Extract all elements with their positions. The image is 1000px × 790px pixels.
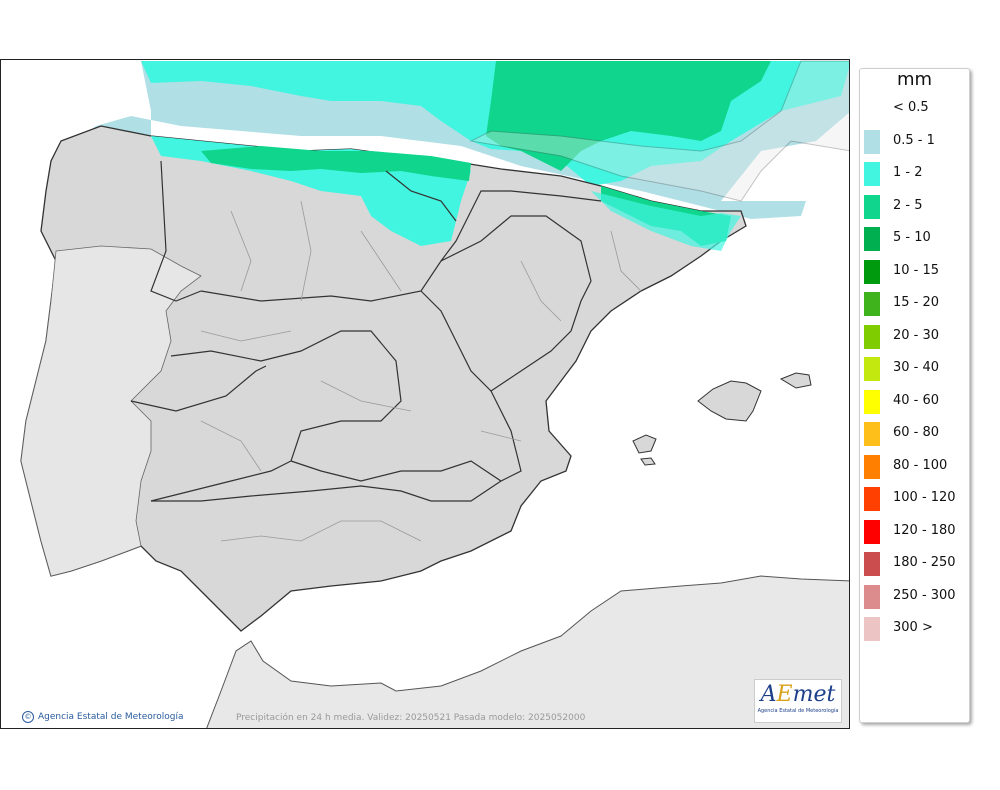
logo-subtitle: Agencia Estatal de Meteorología — [757, 708, 839, 714]
legend-label: 180 - 250 — [893, 555, 956, 570]
island-formentera — [640, 457, 656, 466]
legend-swatch — [864, 357, 880, 381]
legend-label: 0.5 - 1 — [893, 132, 935, 148]
legend-item: 2 - 5 — [864, 194, 964, 219]
legend-label: 40 - 60 — [893, 392, 940, 408]
legend-label: 5 - 10 — [893, 230, 931, 245]
legend-swatch — [864, 584, 880, 609]
legend-swatch — [864, 194, 880, 219]
africa-landmass — [206, 575, 849, 728]
legend-item: 80 - 100 — [864, 454, 964, 479]
map-caption: Precipitación en 24 h media. Validez: 20… — [236, 713, 586, 723]
legend-item: 10 - 15 — [864, 259, 964, 284]
legend-label: 250 - 300 — [893, 587, 956, 603]
copyright-notice: © Agencia Estatal de Meteorología — [22, 711, 184, 723]
legend-label: 1 - 2 — [893, 165, 923, 180]
legend-label: 100 - 120 — [893, 490, 956, 505]
legend-swatch — [864, 422, 880, 446]
legend-label: 30 - 40 — [893, 360, 940, 375]
legend-swatch — [864, 97, 880, 121]
legend-item: 250 - 300 — [864, 584, 964, 609]
precipitation-map — [0, 59, 850, 729]
legend-swatch — [864, 259, 880, 284]
legend-item: 100 - 120 — [864, 487, 964, 511]
legend-label: 20 - 30 — [893, 327, 940, 343]
legend-label: 60 - 80 — [893, 425, 940, 440]
legend-label: < 0.5 — [893, 100, 929, 115]
legend-swatch — [864, 617, 880, 641]
legend-item: 5 - 10 — [864, 227, 964, 251]
legend-swatch — [864, 324, 880, 349]
legend-label: 2 - 5 — [893, 197, 923, 213]
legend-item: 60 - 80 — [864, 422, 964, 446]
legend-item: 40 - 60 — [864, 389, 964, 414]
logo-word: AEmet — [760, 682, 836, 707]
legend-item: 180 - 250 — [864, 552, 964, 576]
legend-item: 0.5 - 1 — [864, 129, 964, 154]
legend-item: < 0.5 — [864, 97, 964, 121]
legend-item: 1 - 2 — [864, 162, 964, 186]
france-land — [469, 60, 849, 202]
precip-zone-sea-green — [486, 61, 771, 171]
legend-swatch — [864, 292, 880, 316]
portugal — [20, 245, 202, 577]
copyright-text: Agencia Estatal de Meteorología — [38, 712, 184, 722]
legend-label: 120 - 180 — [893, 522, 956, 538]
legend-swatch — [864, 487, 880, 511]
legend-swatch — [864, 519, 880, 544]
legend-swatch — [864, 389, 880, 414]
legend-swatch — [864, 162, 880, 186]
island-ibiza — [632, 434, 657, 454]
legend-swatch — [864, 227, 880, 251]
copyright-icon: © — [22, 711, 34, 723]
island-menorca — [779, 372, 812, 389]
legend-item: 15 - 20 — [864, 292, 964, 316]
aemet-logo: AEmet Agencia Estatal de Meteorología — [754, 679, 842, 723]
legend-title: mm — [896, 69, 933, 90]
legend-swatch — [864, 454, 880, 479]
legend-swatch — [864, 129, 880, 154]
legend-label: 300 > — [893, 620, 933, 635]
precip-zone-catalonia-light — [591, 191, 741, 251]
legend-label: 15 - 20 — [893, 295, 940, 310]
legend-label: 10 - 15 — [893, 262, 940, 278]
legend-item: 120 - 180 — [864, 519, 964, 544]
region-borders — [130, 160, 602, 502]
legend-item: 300 > — [864, 617, 964, 641]
precipitation-legend: mm < 0.5 0.5 - 1 1 - 2 2 - 5 5 - 10 10 - 15 15… — [859, 68, 970, 723]
province-borders — [200, 200, 642, 542]
island-mallorca — [697, 380, 762, 422]
legend-swatch — [864, 552, 880, 576]
legend-label: 80 - 100 — [893, 457, 948, 473]
map-canvas — [1, 60, 849, 728]
legend-item: 20 - 30 — [864, 324, 964, 349]
precip-zone-land-green — [201, 146, 471, 181]
legend-item: 30 - 40 — [864, 357, 964, 381]
